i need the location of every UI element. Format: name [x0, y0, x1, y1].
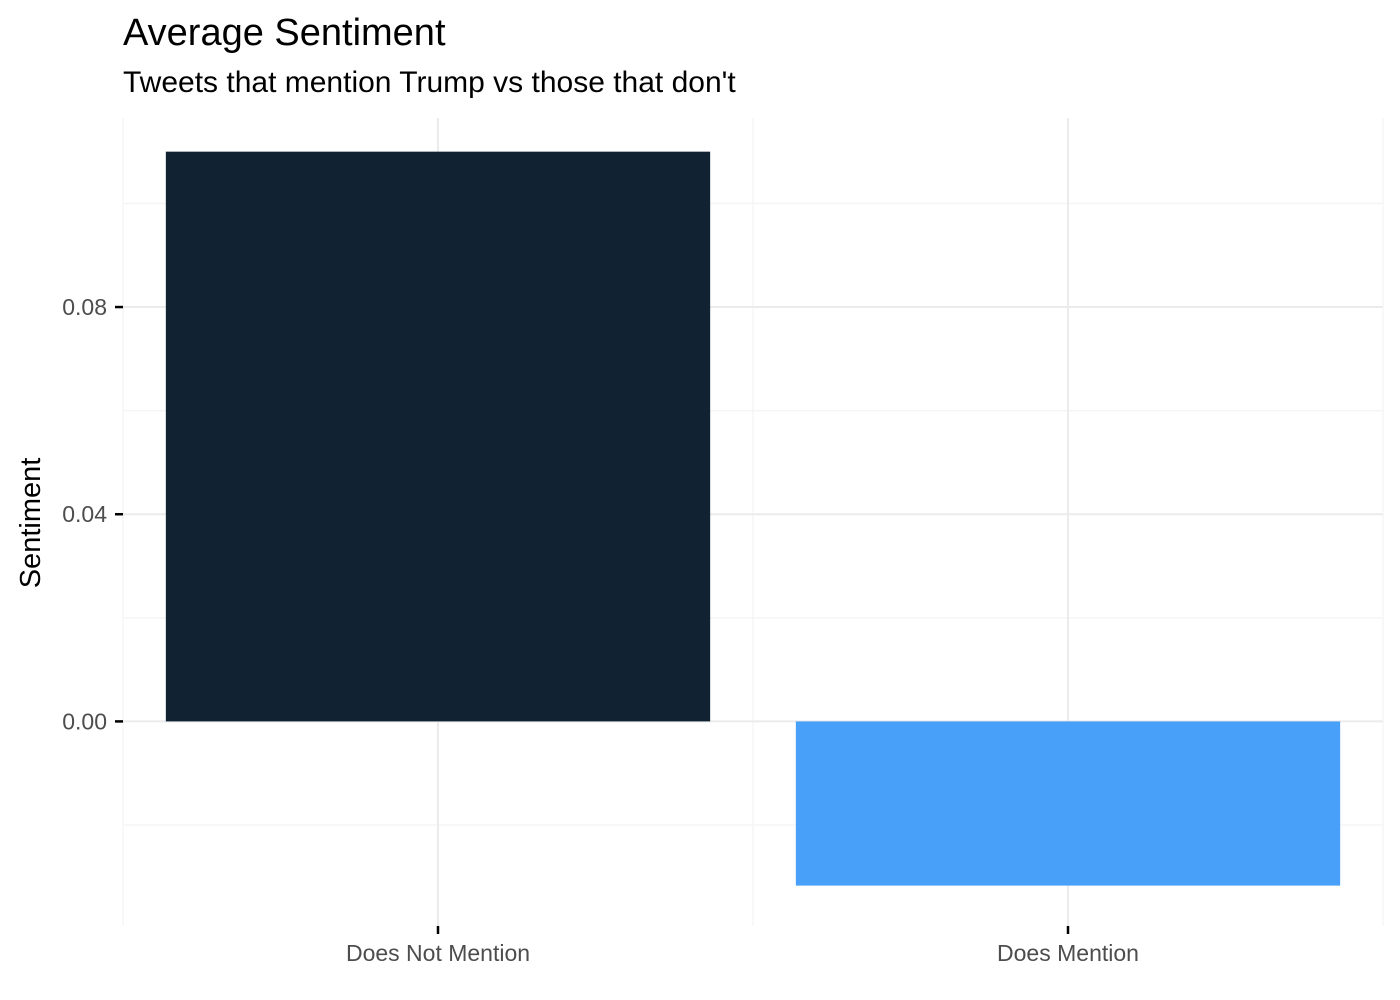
y-tick-label: 0.00 [62, 708, 107, 734]
y-axis: 0.00 0.04 0.08 [62, 294, 123, 734]
x-axis: Does Not Mention Does Mention [346, 926, 1139, 966]
bars [165, 151, 1341, 886]
chart-subtitle: Tweets that mention Trump vs those that … [123, 66, 736, 99]
bar-does-mention [795, 721, 1341, 886]
y-tick-label: 0.08 [62, 294, 107, 320]
y-axis-title: Sentiment [15, 458, 47, 589]
x-tick-label: Does Mention [997, 940, 1139, 966]
minor-gridlines [122, 118, 1384, 926]
chart-title: Average Sentiment [123, 12, 446, 54]
y-tick-label: 0.04 [62, 501, 107, 527]
bar-does-not-mention [165, 151, 711, 722]
x-tick-label: Does Not Mention [346, 940, 530, 966]
